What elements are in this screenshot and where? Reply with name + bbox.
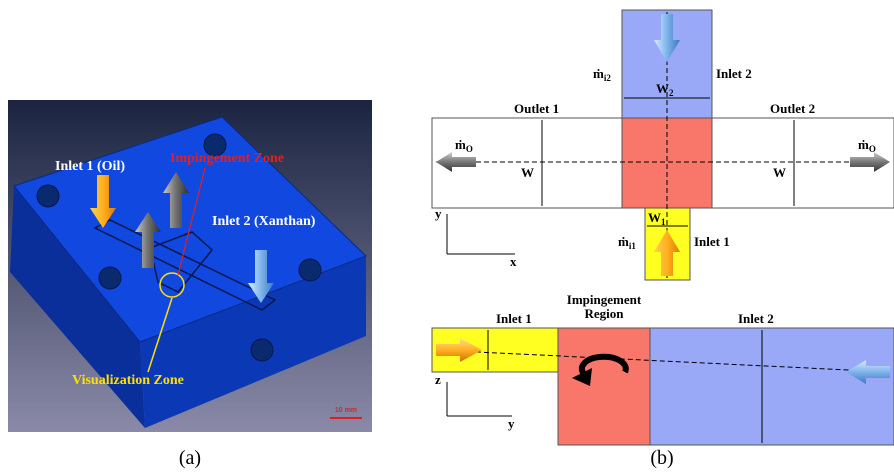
symbol-label: ṁO xyxy=(455,137,473,154)
subscript: i1 xyxy=(629,241,637,251)
holes xyxy=(36,133,322,362)
label: Inlet 2 xyxy=(738,311,774,326)
symbol-label: W1 xyxy=(648,210,666,227)
label: y xyxy=(508,416,515,431)
visualization-ring xyxy=(159,272,185,298)
visualization-leader xyxy=(147,297,173,373)
subscript: O xyxy=(869,144,876,154)
axes xyxy=(446,214,515,255)
outlet-arrow xyxy=(850,152,890,172)
label: Visualization Zone xyxy=(72,373,184,388)
inlet-1-arrow xyxy=(436,338,482,362)
symbol: W xyxy=(656,81,669,96)
label: Inlet 1 xyxy=(496,311,532,326)
axes xyxy=(446,382,512,417)
inlet-1-arrow xyxy=(654,230,680,276)
label: y xyxy=(435,206,442,221)
outlet-arrow xyxy=(163,172,189,228)
oil-arrow xyxy=(90,175,116,228)
outlet-arrow xyxy=(135,212,161,268)
label: Outlet 2 xyxy=(770,101,815,116)
symbol: ṁ xyxy=(618,234,629,249)
block-left-face xyxy=(10,186,145,428)
label: Impingement xyxy=(567,292,642,307)
scale-label: 10 mm xyxy=(335,407,357,414)
xanthan-arrow xyxy=(248,250,274,303)
centerline xyxy=(435,349,891,373)
swirl-arc xyxy=(578,353,629,378)
symbol-label: W2 xyxy=(656,81,674,98)
dimension-lines xyxy=(487,330,763,443)
inlet-2-arrow xyxy=(654,14,680,62)
label: Inlet 2 (Xanthan) xyxy=(212,214,316,229)
block-front-face xyxy=(140,256,366,428)
label: Region xyxy=(585,306,625,321)
label: W xyxy=(521,165,534,180)
swirl-head xyxy=(572,368,592,386)
label: x xyxy=(510,254,517,269)
caption: (a) xyxy=(179,447,201,469)
label: Outlet 1 xyxy=(514,101,559,116)
symbol: W xyxy=(648,210,661,225)
caption: (b) xyxy=(650,447,673,469)
dimension-lines xyxy=(541,97,795,227)
subscript: i2 xyxy=(604,73,612,83)
label: z xyxy=(435,372,441,387)
impingement-zone xyxy=(621,117,713,209)
panel-b-side xyxy=(431,327,894,446)
symbol: ṁ xyxy=(455,137,466,152)
impingement-region xyxy=(557,327,651,446)
inlet-2-channel xyxy=(649,327,894,446)
subscript: 1 xyxy=(661,217,666,227)
subscript: O xyxy=(466,144,473,154)
impingement-leader xyxy=(177,167,206,276)
symbol-label: ṁO xyxy=(858,137,876,154)
label: Inlet 1 xyxy=(694,234,730,249)
inlet-2-arrow xyxy=(846,360,890,384)
label: Inlet 1 (Oil) xyxy=(55,159,125,174)
label: Inlet 2 xyxy=(716,66,752,81)
symbol: ṁ xyxy=(858,137,869,152)
subscript: 2 xyxy=(669,88,674,98)
outlet-arrow xyxy=(436,152,476,172)
panel-a: Inlet 1 (Oil) Impingement Zone Inlet 2 (… xyxy=(8,100,372,469)
label: W xyxy=(773,165,786,180)
symbol-label: ṁi1 xyxy=(618,234,636,251)
symbol: ṁ xyxy=(593,66,604,81)
label: Impingement Zone xyxy=(170,151,284,166)
symbol-label: ṁi2 xyxy=(593,66,611,83)
